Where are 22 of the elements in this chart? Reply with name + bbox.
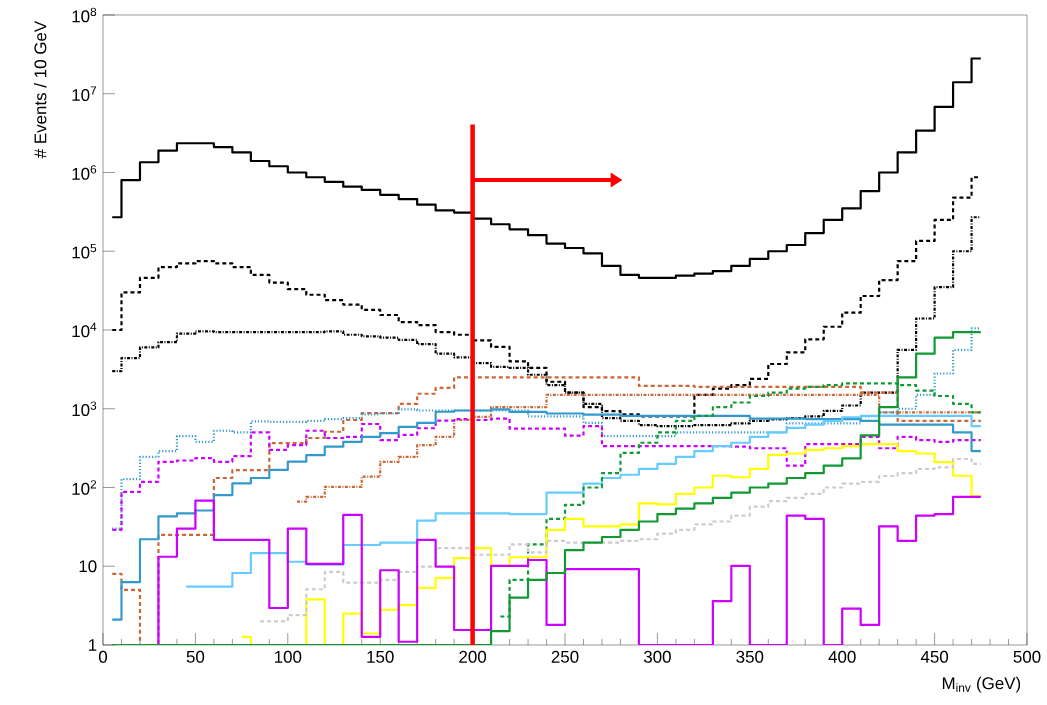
y-tick-label: 10$^{2}$ [72,480,97,495]
y-tick-label: 10$^{7}$ [72,86,97,102]
x-tick-label: 350 [736,650,764,663]
y-tick-label: 10$^{4}$ [72,322,97,338]
y-tick-label: 10$^{5}$ [72,243,97,259]
x-tick-label: 500 [1013,650,1041,663]
y-tick-label: 10$^{8}$ [72,7,97,23]
y-tick-label: 1 [89,639,97,651]
y-tick-label: 10 [79,560,97,573]
x-tick-label: 250 [551,650,579,663]
y-tick-label: 10$^{6}$ [72,165,97,180]
x-tick-label: 50 [186,650,205,663]
x-axis-title: M$_{inv}$ (GeV) [942,676,1021,693]
y-tick-label: 10$^{3}$ [72,401,97,417]
x-tick-label: 400 [828,650,856,663]
x-tick-label: 100 [274,650,302,663]
x-tick-label: 0 [98,650,108,663]
x-tick-label: 300 [643,650,671,663]
x-tick-label: 200 [459,650,487,663]
y-axis-title: # Events / 10 GeV [33,20,47,159]
x-tick-label: 150 [367,650,394,663]
x-tick-label: 450 [920,650,949,663]
